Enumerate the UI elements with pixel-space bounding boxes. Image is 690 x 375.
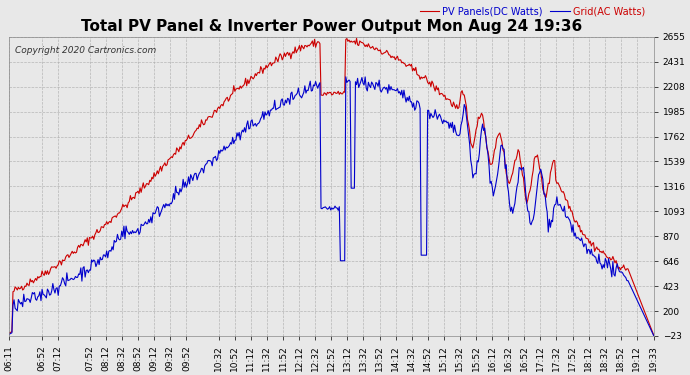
Grid(AC Watts) [170, 197, 179, 201]
PV Panels(DC Watts) [5, 331, 13, 336]
Text: Copyright 2020 Cartronics.com: Copyright 2020 Cartronics.com [15, 46, 157, 55]
Legend: PV Panels(DC Watts), Grid(AC Watts): PV Panels(DC Watts), Grid(AC Watts) [416, 3, 649, 21]
Line: Grid(AC Watts): Grid(AC Watts) [9, 77, 654, 336]
PV Panels(DC Watts) [436, 92, 444, 96]
PV Panels(DC Watts) [386, 53, 394, 57]
Line: PV Panels(DC Watts): PV Panels(DC Watts) [9, 38, 654, 335]
Grid(AC Watts) [5, 332, 13, 337]
PV Panels(DC Watts) [297, 49, 305, 53]
Grid(AC Watts) [491, 184, 500, 188]
Title: Total PV Panel & Inverter Power Output Mon Aug 24 19:36: Total PV Panel & Inverter Power Output M… [81, 19, 582, 34]
Grid(AC Watts) [342, 75, 350, 79]
Grid(AC Watts) [119, 234, 127, 239]
Grid(AC Watts) [650, 334, 658, 338]
PV Panels(DC Watts) [353, 36, 361, 40]
Grid(AC Watts) [297, 94, 305, 99]
Grid(AC Watts) [436, 114, 444, 119]
Grid(AC Watts) [386, 88, 394, 93]
PV Panels(DC Watts) [170, 151, 179, 156]
PV Panels(DC Watts) [491, 146, 500, 150]
PV Panels(DC Watts) [650, 333, 658, 338]
PV Panels(DC Watts) [119, 202, 127, 207]
